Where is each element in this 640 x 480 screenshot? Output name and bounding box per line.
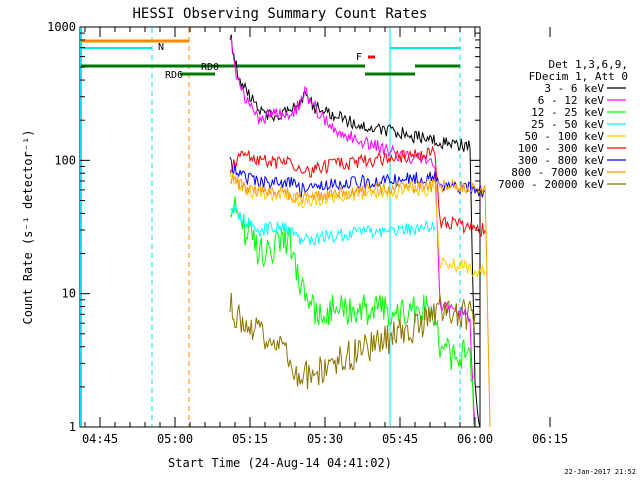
legend-label: 800 - 7000 keV: [511, 166, 604, 179]
vertical-markers: [80, 28, 461, 426]
y-axis-label: Count Rate (s⁻¹ detector⁻¹): [21, 129, 35, 324]
y-tick-label: 1: [69, 420, 76, 434]
legend-header-line-2: FDecim 1, Att 0: [529, 70, 628, 83]
series-line-50-100-kev: [229, 170, 486, 279]
x-ticks: 04:45 05:00 05:15 05:30 05:45 06:00 06:15: [82, 27, 568, 446]
x-tick-label: 05:45: [382, 432, 418, 446]
x-tick-label: 05:30: [307, 432, 343, 446]
series-line-7000-20000-kev: [229, 292, 476, 390]
legend-label: 100 - 300 keV: [518, 142, 604, 155]
flag-label-f: F: [356, 52, 362, 63]
x-tick-label: 05:15: [232, 432, 268, 446]
series-line-6-12-kev: [229, 36, 476, 428]
legend-label: 3 - 6 keV: [544, 82, 604, 95]
series-line-3-6-kev: [229, 34, 481, 428]
timestamp: 22-Jan-2017 21:52: [564, 468, 636, 476]
legend-label: 300 - 800 keV: [518, 154, 604, 167]
x-tick-label: 04:45: [82, 432, 118, 446]
legend-label: 7000 - 20000 keV: [498, 178, 604, 191]
legend-header-line-1: Det 1,3,6,9,: [549, 58, 628, 71]
flag-bars: N RD0 RD6 F: [81, 39, 460, 81]
y-tick-label: 1000: [47, 20, 76, 34]
x-tick-label: 06:15: [532, 432, 568, 446]
legend-label: 50 - 100 keV: [525, 130, 605, 143]
y-ticks: 1 10 100 1000: [47, 20, 480, 434]
series-line-800-7000-kev: [229, 173, 491, 428]
x-axis-label: Start Time (24-Aug-14 04:41:02): [168, 456, 392, 470]
legend-label: 25 - 50 keV: [531, 118, 604, 131]
series-line-25-50-kev: [229, 204, 436, 246]
series-line-100-300-kev: [229, 145, 486, 238]
flag-label-rd6: RD6: [165, 70, 183, 81]
flag-label-rd0: RD0: [201, 62, 219, 73]
y-tick-label: 10: [62, 287, 76, 301]
x-tick-label: 06:00: [457, 432, 493, 446]
legend-label: 12 - 25 keV: [531, 106, 604, 119]
y-tick-label: 100: [54, 153, 76, 167]
legend-label: 6 - 12 keV: [538, 94, 605, 107]
series-layer: [229, 34, 491, 428]
chart-title: HESSI Observing Summary Count Rates: [132, 6, 427, 22]
series-line-12-25-kev: [229, 196, 476, 428]
flag-label-n: N: [158, 42, 164, 53]
x-tick-label: 05:00: [157, 432, 193, 446]
